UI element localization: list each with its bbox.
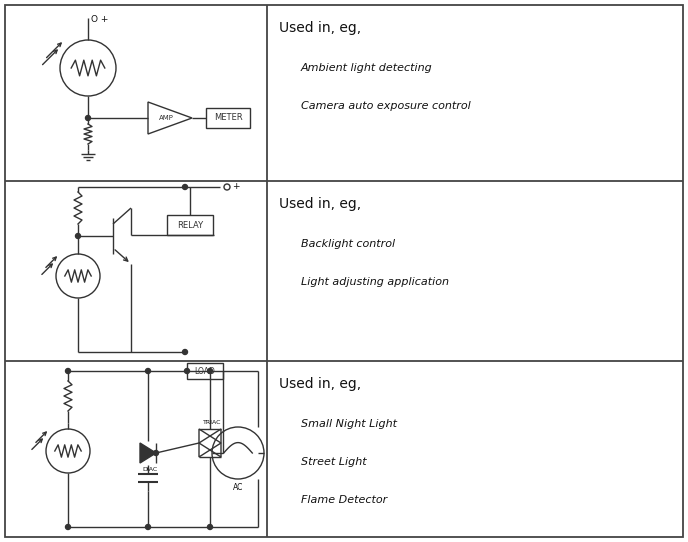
Text: AC: AC <box>233 483 243 492</box>
Text: Small Night Light: Small Night Light <box>301 419 397 429</box>
Text: METER: METER <box>214 113 242 122</box>
Text: Street Light: Street Light <box>301 457 367 467</box>
Circle shape <box>208 369 213 373</box>
Text: AMP: AMP <box>159 115 174 121</box>
Text: Light adjusting application: Light adjusting application <box>301 277 449 287</box>
Bar <box>167 215 213 235</box>
Text: RELAY: RELAY <box>177 221 203 229</box>
Bar <box>187 363 223 379</box>
Text: TRIAC: TRIAC <box>203 420 222 425</box>
Text: Ambient light detecting: Ambient light detecting <box>301 63 433 73</box>
Circle shape <box>65 525 70 530</box>
Text: DIAC: DIAC <box>142 467 158 472</box>
Text: LOAD: LOAD <box>195 366 215 376</box>
Text: Used in, eg,: Used in, eg, <box>279 377 361 391</box>
Circle shape <box>76 234 80 238</box>
Circle shape <box>85 115 91 120</box>
Polygon shape <box>140 443 156 463</box>
Circle shape <box>184 369 189 373</box>
Text: Camera auto exposure control: Camera auto exposure control <box>301 101 471 111</box>
Circle shape <box>145 369 151 373</box>
Text: O +: O + <box>91 15 109 24</box>
Circle shape <box>208 525 213 530</box>
Circle shape <box>182 350 188 354</box>
Text: Flame Detector: Flame Detector <box>301 495 387 505</box>
Text: Used in, eg,: Used in, eg, <box>279 197 361 211</box>
Circle shape <box>182 184 188 190</box>
Circle shape <box>145 525 151 530</box>
Text: Backlight control: Backlight control <box>301 239 395 249</box>
Text: Used in, eg,: Used in, eg, <box>279 21 361 35</box>
Bar <box>206 108 250 128</box>
Circle shape <box>153 450 158 455</box>
Text: +: + <box>232 182 239 191</box>
Circle shape <box>65 369 70 373</box>
